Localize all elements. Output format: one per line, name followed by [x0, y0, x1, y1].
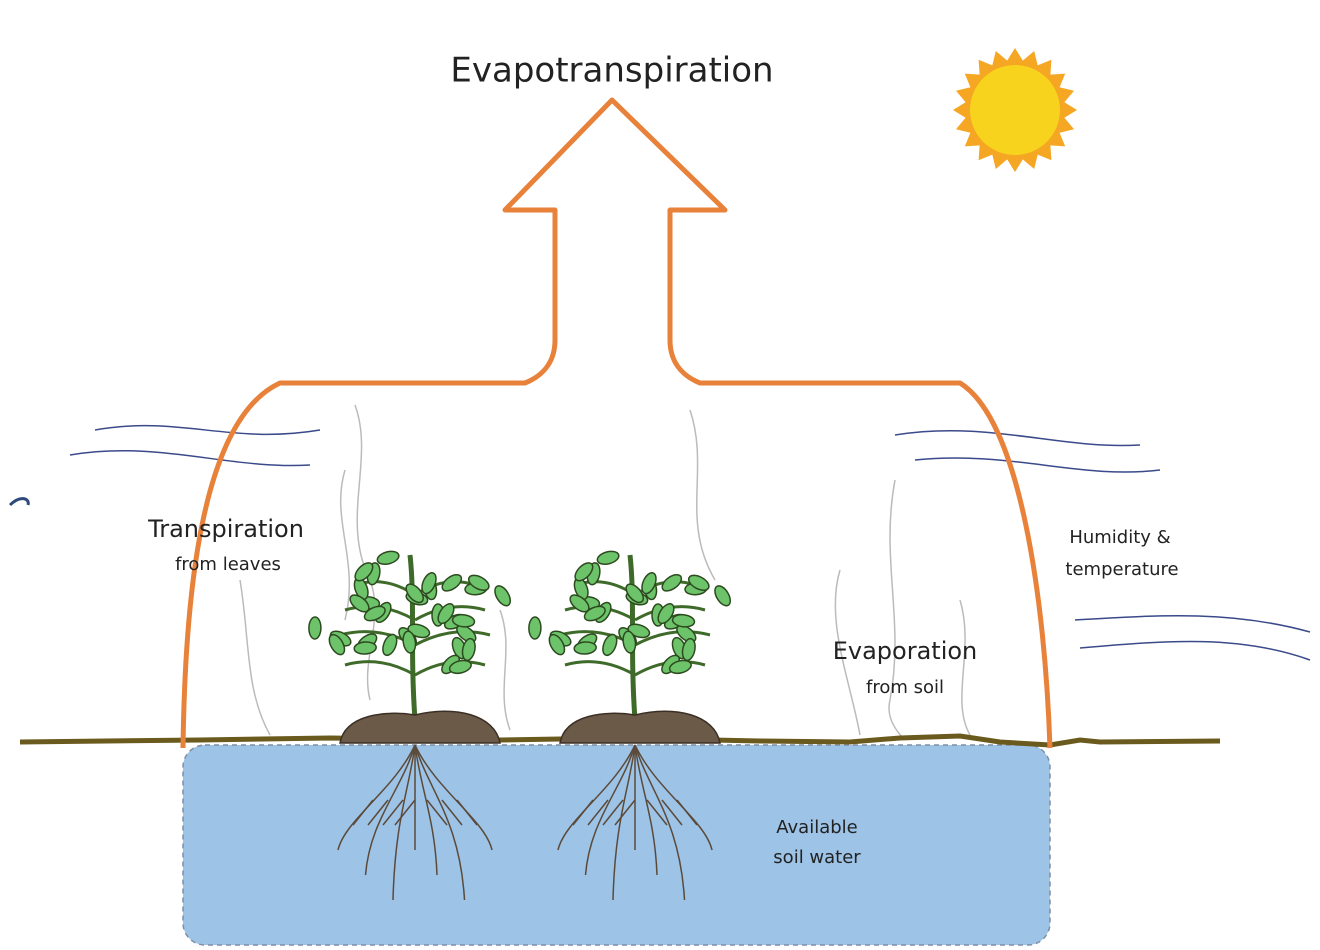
evaporation-sub: from soil	[866, 677, 944, 698]
sun-disc	[970, 65, 1060, 155]
leaf	[712, 583, 734, 608]
title: Evapotranspiration	[450, 51, 773, 91]
branch	[345, 662, 415, 675]
leaf	[354, 641, 377, 655]
leaf	[659, 571, 684, 594]
climate-line2: temperature	[1065, 559, 1178, 580]
transpiration-sub: from leaves	[175, 554, 281, 575]
leaf	[376, 549, 400, 566]
leaf	[439, 571, 464, 594]
transpiration-label: Transpiration	[147, 515, 304, 543]
leaf	[492, 583, 514, 608]
soil-mound	[560, 711, 720, 743]
soil-water-line1: Available	[776, 817, 857, 838]
leaf	[309, 617, 321, 639]
page: {"title": "Evapotranspiration", "labels"…	[0, 0, 1320, 950]
sun	[953, 48, 1077, 172]
leaf	[574, 641, 597, 655]
vapor-wisps	[240, 405, 970, 740]
leaf	[596, 549, 620, 566]
diagram: Evapotranspiration Transpiration from le…	[0, 0, 1320, 950]
soil-water-line2: soil water	[773, 847, 861, 868]
mark	[10, 499, 28, 505]
branch	[565, 662, 635, 675]
climate-line1: Humidity &	[1069, 527, 1170, 548]
evaporation-label: Evaporation	[833, 637, 978, 665]
leaf	[529, 617, 541, 639]
soil-mound	[340, 711, 500, 743]
